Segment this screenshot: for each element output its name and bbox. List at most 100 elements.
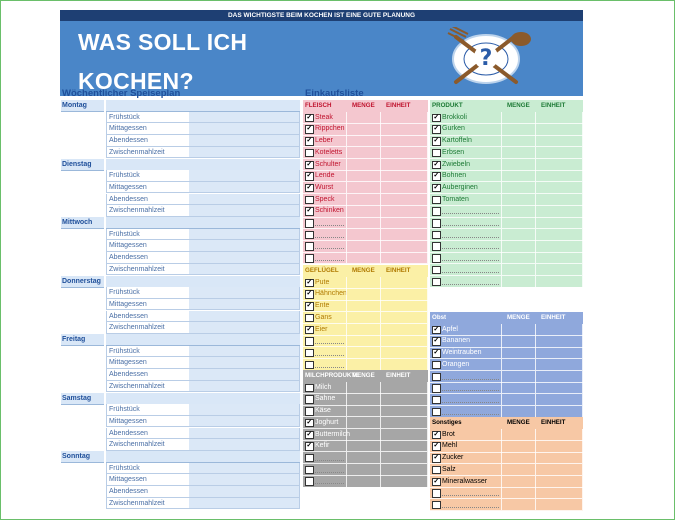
- menge-cell[interactable]: [347, 463, 381, 476]
- menge-cell[interactable]: [347, 240, 381, 253]
- einheit-cell[interactable]: [536, 263, 583, 277]
- einheit-cell[interactable]: [536, 135, 583, 148]
- item-blank-line[interactable]: [442, 390, 499, 392]
- menge-cell[interactable]: [502, 193, 536, 206]
- item-checkbox[interactable]: [432, 195, 441, 205]
- einheit-cell[interactable]: [536, 217, 583, 230]
- meal-entry-cell[interactable]: [189, 240, 300, 252]
- menge-cell[interactable]: [347, 217, 381, 230]
- einheit-cell[interactable]: [381, 252, 428, 265]
- menge-cell[interactable]: [502, 382, 536, 395]
- menge-cell[interactable]: [502, 263, 536, 277]
- item-checkbox[interactable]: [305, 313, 314, 323]
- meal-entry-cell[interactable]: [189, 135, 300, 147]
- einheit-cell[interactable]: [381, 228, 428, 241]
- menge-cell[interactable]: [502, 275, 536, 288]
- item-checkbox[interactable]: ✓: [432, 183, 441, 193]
- item-checkbox[interactable]: ✓: [305, 430, 314, 439]
- meal-entry-cell[interactable]: [189, 380, 300, 393]
- menge-cell[interactable]: [347, 170, 381, 183]
- item-checkbox[interactable]: ✓: [432, 325, 441, 335]
- item-checkbox[interactable]: [305, 465, 314, 475]
- meal-entry-cell[interactable]: [189, 111, 300, 124]
- menge-cell[interactable]: [347, 346, 381, 360]
- meal-entry-cell[interactable]: [189, 497, 300, 510]
- menge-cell[interactable]: [347, 288, 381, 301]
- einheit-cell[interactable]: [381, 463, 428, 476]
- menge-cell[interactable]: [502, 323, 536, 336]
- item-blank-line[interactable]: [315, 225, 344, 226]
- einheit-cell[interactable]: [381, 300, 428, 313]
- item-checkbox[interactable]: [432, 230, 441, 240]
- menge-cell[interactable]: [502, 393, 536, 407]
- einheit-cell[interactable]: [536, 111, 583, 124]
- meal-entry-cell[interactable]: [189, 486, 300, 498]
- menge-cell[interactable]: [347, 111, 381, 124]
- einheit-cell[interactable]: [536, 498, 583, 512]
- item-blank-line[interactable]: [442, 378, 499, 380]
- item-blank-line[interactable]: [315, 248, 344, 250]
- einheit-cell[interactable]: [536, 487, 583, 500]
- menge-cell[interactable]: [502, 487, 536, 500]
- menge-cell[interactable]: [502, 111, 536, 124]
- item-blank-line[interactable]: [315, 366, 344, 368]
- item-blank-line[interactable]: [442, 213, 499, 215]
- einheit-cell[interactable]: [536, 452, 583, 465]
- item-checkbox[interactable]: [305, 383, 314, 393]
- item-blank-line[interactable]: [442, 413, 499, 415]
- einheit-cell[interactable]: [381, 451, 428, 465]
- item-blank-line[interactable]: [442, 248, 499, 250]
- menge-cell[interactable]: [347, 381, 381, 394]
- einheit-cell[interactable]: [381, 217, 428, 230]
- item-checkbox[interactable]: [432, 465, 441, 475]
- item-checkbox[interactable]: ✓: [432, 477, 441, 486]
- menge-cell[interactable]: [347, 323, 381, 336]
- meal-entry-cell[interactable]: [189, 404, 300, 416]
- meal-entry-cell[interactable]: [189, 345, 300, 358]
- item-checkbox[interactable]: [432, 207, 441, 216]
- item-checkbox[interactable]: ✓: [432, 430, 441, 440]
- meal-entry-cell[interactable]: [189, 287, 300, 299]
- item-checkbox[interactable]: [305, 195, 314, 205]
- item-checkbox[interactable]: ✓: [305, 325, 314, 334]
- item-checkbox[interactable]: [305, 242, 314, 251]
- item-blank-line[interactable]: [315, 483, 344, 485]
- item-checkbox[interactable]: [305, 395, 314, 404]
- item-blank-line[interactable]: [442, 236, 499, 238]
- item-blank-line[interactable]: [442, 401, 499, 403]
- einheit-cell[interactable]: [381, 111, 428, 124]
- item-checkbox[interactable]: ✓: [432, 454, 441, 463]
- item-checkbox[interactable]: ✓: [305, 418, 314, 428]
- item-blank-line[interactable]: [442, 283, 499, 285]
- menge-cell[interactable]: [502, 252, 536, 265]
- item-checkbox[interactable]: [305, 337, 314, 346]
- menge-cell[interactable]: [347, 405, 381, 418]
- menge-cell[interactable]: [347, 146, 381, 160]
- item-checkbox[interactable]: ✓: [305, 160, 314, 169]
- item-checkbox[interactable]: ✓: [305, 113, 314, 123]
- einheit-cell[interactable]: [381, 311, 428, 325]
- einheit-cell[interactable]: [536, 170, 583, 183]
- meal-entry-cell[interactable]: [189, 462, 300, 475]
- meal-entry-cell[interactable]: [189, 439, 300, 451]
- menge-cell[interactable]: [502, 428, 536, 441]
- menge-cell[interactable]: [347, 135, 381, 148]
- item-checkbox[interactable]: [432, 407, 441, 417]
- item-blank-line[interactable]: [315, 471, 344, 473]
- einheit-cell[interactable]: [536, 323, 583, 336]
- meal-entry-cell[interactable]: [189, 415, 300, 428]
- meal-entry-cell[interactable]: [189, 146, 300, 159]
- einheit-cell[interactable]: [536, 393, 583, 407]
- menge-cell[interactable]: [502, 240, 536, 253]
- meal-entry-cell[interactable]: [189, 310, 300, 323]
- einheit-cell[interactable]: [381, 416, 428, 430]
- menge-cell[interactable]: [502, 463, 536, 477]
- item-blank-line[interactable]: [315, 459, 344, 461]
- item-checkbox[interactable]: [305, 477, 314, 486]
- einheit-cell[interactable]: [381, 323, 428, 336]
- item-checkbox[interactable]: ✓: [305, 172, 314, 181]
- meal-entry-cell[interactable]: [189, 263, 300, 276]
- item-checkbox[interactable]: ✓: [432, 172, 441, 181]
- item-checkbox[interactable]: [432, 265, 441, 275]
- item-checkbox[interactable]: ✓: [432, 137, 441, 146]
